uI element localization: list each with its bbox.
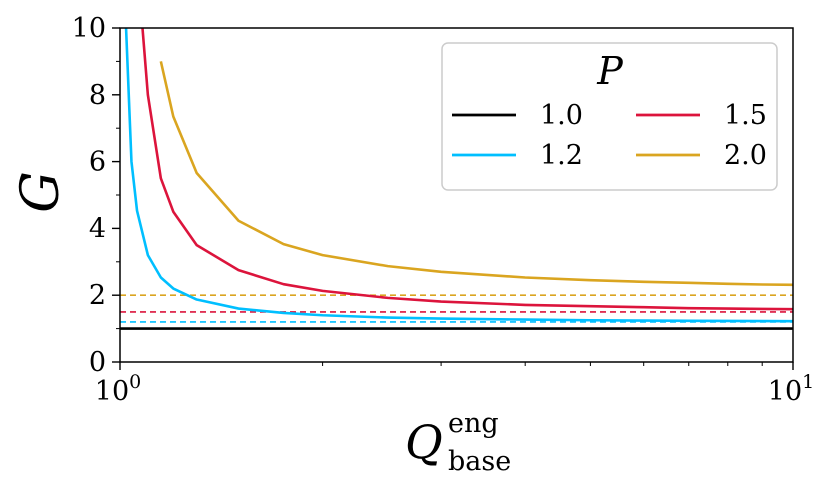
legend-title: P <box>596 49 624 93</box>
y-tick-label: 6 <box>89 147 106 178</box>
y-tick-label: 8 <box>89 80 106 111</box>
series-line-1.5 <box>141 28 793 311</box>
legend-label-1.0: 1.0 <box>540 100 583 131</box>
x-axis-label: Q eng base <box>405 408 511 477</box>
x-axis-label-sub: base <box>448 446 511 477</box>
legend-label-2.0: 2.0 <box>724 140 767 171</box>
y-tick-label: 0 <box>89 347 106 378</box>
y-axis-label: G <box>11 171 71 213</box>
series-line-2.0 <box>159 61 793 287</box>
legend-box <box>441 42 778 191</box>
x-axis-label-main: Q <box>405 415 443 469</box>
legend-label-1.2: 1.2 <box>540 140 583 171</box>
tick-layer: 0 2 4 6 8 10 100 101 <box>72 13 815 407</box>
y-tick-label: 2 <box>89 280 106 311</box>
legend-label-1.5: 1.5 <box>724 100 767 131</box>
x-axis-label-sup: eng <box>448 408 499 439</box>
y-tick-label: 4 <box>89 213 106 244</box>
legend: P 1.0 1.5 1.2 2.0 <box>441 42 778 191</box>
series-line-1.2 <box>124 28 793 323</box>
series-layer <box>120 28 793 330</box>
x-tick-label: 100 <box>95 371 141 407</box>
x-tick-label: 101 <box>768 371 814 407</box>
y-tick-label: 10 <box>72 13 106 44</box>
